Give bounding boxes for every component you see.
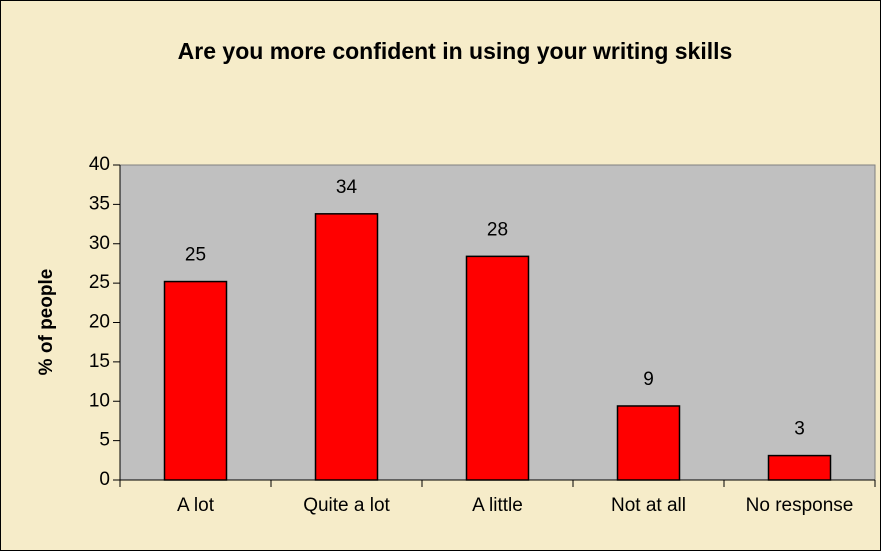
bar: [767, 454, 832, 481]
value-label: 34: [336, 177, 358, 198]
bar: [314, 213, 379, 481]
y-tick-label: 40: [89, 154, 110, 175]
value-label: 3: [794, 419, 805, 440]
chart-title: Are you more confident in using your wri…: [177, 38, 733, 64]
y-axis-label: % of people: [36, 269, 57, 376]
bar: [616, 405, 681, 481]
y-tick-label: 0: [99, 469, 110, 490]
value-label: 9: [643, 369, 654, 390]
x-tick-label: No response: [746, 495, 854, 516]
bar: [465, 255, 530, 481]
y-tick-label: 30: [89, 233, 110, 254]
x-tick-label: A little: [472, 495, 523, 516]
y-tick-label: 25: [89, 272, 110, 293]
y-tick-label: 20: [89, 312, 110, 333]
value-label: 25: [185, 245, 206, 266]
y-tick-label: 5: [99, 430, 110, 451]
bar: [163, 280, 228, 481]
value-label: 28: [487, 219, 508, 240]
y-tick-label: 15: [89, 351, 110, 372]
x-tick-label: Not at all: [611, 495, 686, 516]
x-tick-label: A lot: [177, 495, 215, 516]
x-tick-label: Quite a lot: [303, 495, 390, 516]
y-tick-label: 10: [89, 390, 110, 411]
y-tick-label: 35: [89, 193, 110, 214]
